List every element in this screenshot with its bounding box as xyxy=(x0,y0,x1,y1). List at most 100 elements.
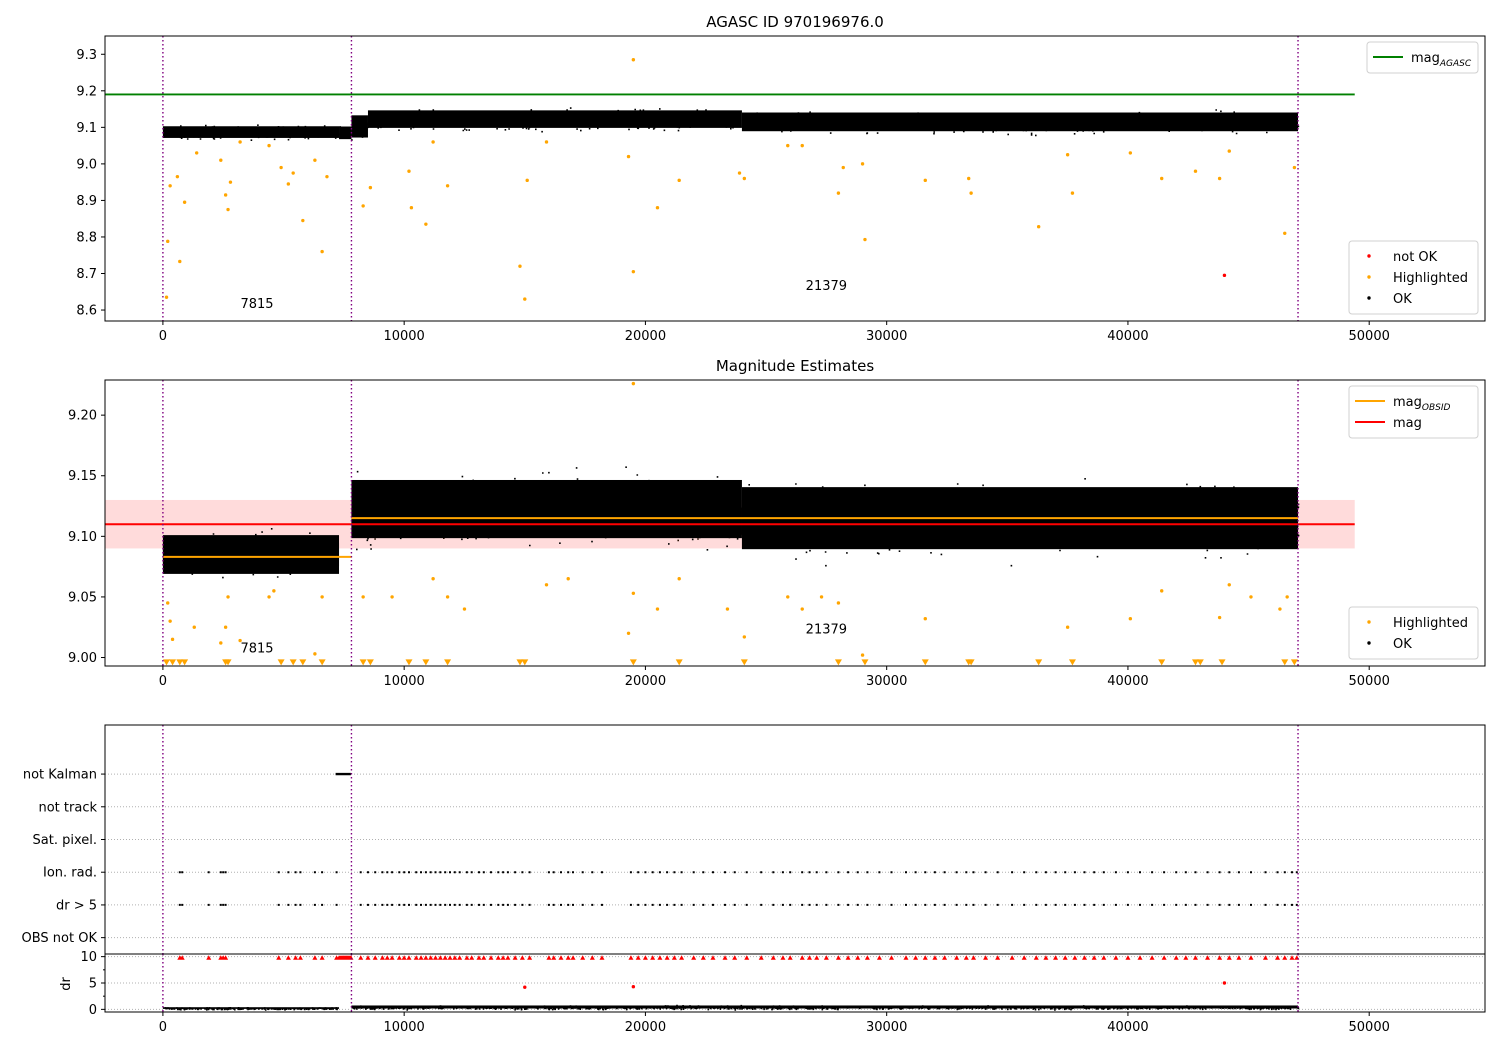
y-tick-label: 5 xyxy=(89,977,97,992)
highlighted-point xyxy=(677,577,681,581)
flag-label: not Kalman xyxy=(23,768,97,783)
highlighted-out-of-range-marker xyxy=(176,659,184,666)
y-tick-label: 8.7 xyxy=(76,267,97,282)
highlighted-out-of-range-marker xyxy=(422,659,430,666)
legend-marker-swatch xyxy=(1367,254,1371,258)
y-tick-label: 9.1 xyxy=(76,121,97,136)
x-tick-label: 20000 xyxy=(625,1020,666,1035)
highlighted-out-of-range-marker xyxy=(405,659,413,666)
highlighted-point xyxy=(1065,153,1070,157)
highlighted-point xyxy=(361,204,365,208)
highlighted-point xyxy=(170,637,175,642)
highlighted-point xyxy=(1283,231,1287,236)
highlighted-point xyxy=(1193,169,1198,173)
panel-flags: OBS not OK dr > 5 Ion. rad. Sat. pixel. not … xyxy=(22,724,1486,954)
highlighted-out-of-range-marker xyxy=(1290,659,1298,666)
observation-label: 21379 xyxy=(806,622,847,637)
highlighted-point xyxy=(409,206,414,210)
ok-data-points xyxy=(163,124,339,141)
highlighted-point xyxy=(800,607,804,611)
flag-label: not track xyxy=(38,800,97,815)
y-tick-label: 9.3 xyxy=(76,48,97,63)
highlighted-out-of-range-marker xyxy=(967,659,975,666)
highlighted-point xyxy=(361,595,365,599)
x-tick-label: 10000 xyxy=(383,329,424,344)
highlighted-point xyxy=(166,601,170,605)
highlighted-point xyxy=(742,176,747,181)
highlighted-point xyxy=(786,143,790,148)
highlighted-point xyxy=(313,652,317,656)
x-tick-label: 30000 xyxy=(866,1020,907,1035)
highlighted-out-of-range-marker xyxy=(277,659,285,666)
highlighted-point xyxy=(175,174,180,179)
highlighted-point xyxy=(1065,625,1070,629)
panel-magnitude-agasc: AGASC ID 970196976.0 7815 21379 0 10000 20000… xyxy=(76,13,1486,344)
highlighted-point xyxy=(313,158,317,162)
x-tick-label: 10000 xyxy=(383,674,424,689)
highlighted-point xyxy=(424,222,428,226)
x-tick-label: 30000 xyxy=(866,674,907,689)
highlighted-point xyxy=(836,601,841,605)
highlighted-point xyxy=(923,178,927,183)
highlighted-out-of-range-marker xyxy=(359,659,367,666)
highlighted-point xyxy=(325,174,329,179)
highlighted-point xyxy=(1217,615,1222,620)
highlighted-out-of-range-marker xyxy=(1068,659,1076,666)
highlighted-point xyxy=(168,619,172,623)
highlighted-point xyxy=(320,595,324,599)
x-tick-label: 20000 xyxy=(625,329,666,344)
highlighted-point xyxy=(445,595,450,599)
y-tick-label: 9.10 xyxy=(68,530,97,545)
chart-title: AGASC ID 970196976.0 xyxy=(706,13,884,31)
legend-label: Highlighted xyxy=(1393,271,1468,286)
highlighted-point xyxy=(219,158,223,162)
highlighted-point xyxy=(566,577,570,581)
ok-data-points xyxy=(743,478,1300,567)
legend-box xyxy=(1366,41,1479,74)
highlighted-point xyxy=(390,595,394,599)
highlighted-point xyxy=(431,577,435,581)
highlighted-point xyxy=(860,653,865,657)
observation-label: 7815 xyxy=(240,642,273,657)
highlighted-point xyxy=(1227,583,1231,587)
highlighted-point xyxy=(1128,151,1133,155)
highlighted-point xyxy=(368,185,373,190)
legend-marker-swatch xyxy=(1367,275,1371,279)
highlighted-point xyxy=(969,191,973,195)
x-tick-label: 40000 xyxy=(1107,674,1148,689)
highlighted-out-of-range-marker xyxy=(521,659,529,666)
highlighted-point xyxy=(1249,595,1253,599)
highlighted-out-of-range-marker xyxy=(1281,659,1289,666)
ok-data-points xyxy=(369,107,742,133)
highlighted-point xyxy=(655,206,660,210)
highlighted-point xyxy=(194,151,199,155)
highlighted-point xyxy=(819,595,824,599)
highlighted-point xyxy=(228,180,233,184)
dr-outlier-point xyxy=(523,985,527,989)
highlighted-point xyxy=(166,239,170,244)
highlighted-point xyxy=(267,143,271,148)
legend-box xyxy=(1348,240,1479,315)
observation-label: 21379 xyxy=(806,279,847,294)
highlighted-out-of-range-marker xyxy=(629,659,637,666)
highlighted-point xyxy=(1036,225,1041,229)
highlighted-point xyxy=(923,617,927,621)
highlighted-point xyxy=(192,625,196,629)
highlighted-out-of-range-marker xyxy=(1191,659,1199,666)
y-tick-label: 8.9 xyxy=(76,194,97,209)
dr-outlier-point xyxy=(1222,981,1227,985)
highlighted-out-of-range-marker xyxy=(1218,659,1226,666)
y-tick-label: 9.00 xyxy=(68,651,97,666)
data-density-band xyxy=(351,479,742,539)
highlighted-point xyxy=(836,191,841,195)
highlighted-point xyxy=(164,295,169,299)
highlighted-point xyxy=(301,218,305,223)
y-tick-label: 9.0 xyxy=(76,157,97,172)
highlighted-point xyxy=(626,631,631,635)
highlighted-out-of-range-marker xyxy=(169,659,177,666)
highlighted-out-of-range-marker xyxy=(921,659,929,666)
legend-label: OK xyxy=(1393,637,1412,652)
legend-marker-swatch xyxy=(1367,296,1371,300)
highlighted-point xyxy=(863,237,867,242)
